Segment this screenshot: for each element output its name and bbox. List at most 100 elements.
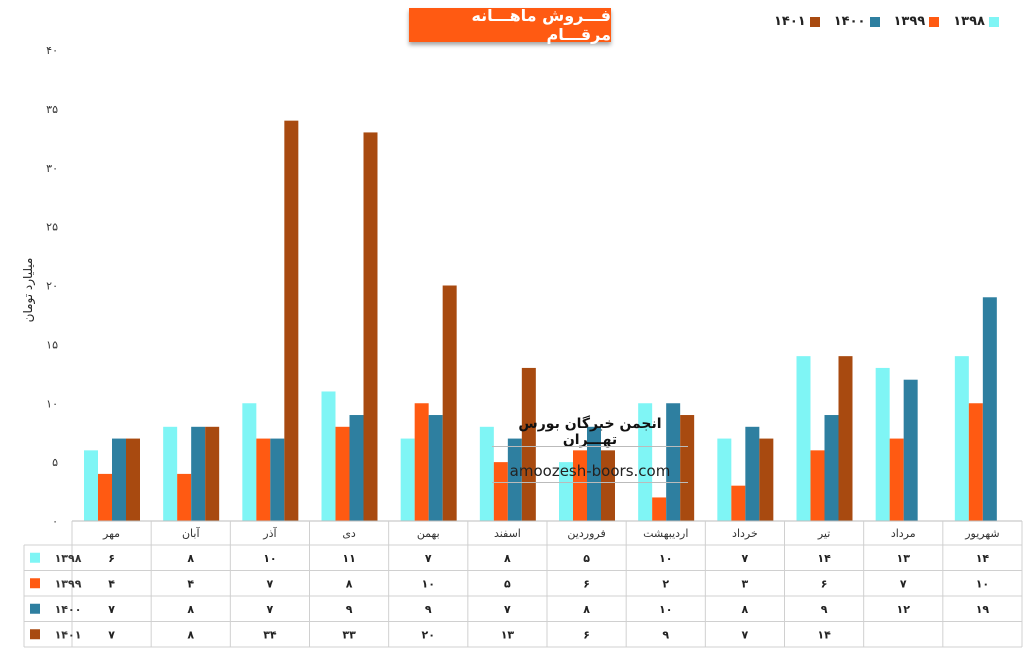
table-cell: ۵: [583, 552, 590, 565]
bar: [270, 438, 285, 521]
table-cell: ۱۰: [659, 603, 672, 616]
table-row-swatch: [30, 603, 40, 614]
table-cell: ۱۱: [342, 552, 355, 565]
y-tick-label: ۰: [52, 515, 58, 528]
bar: [242, 403, 257, 521]
category-label: تیر: [817, 527, 830, 540]
bar: [717, 438, 732, 521]
category-label: مهر: [102, 527, 120, 540]
table-cell: ۸: [187, 628, 194, 641]
bar: [968, 403, 983, 521]
watermark-title: انجمن خبرگان بورس تهـــران: [518, 416, 662, 448]
watermark-divider: [492, 482, 688, 483]
table-cell: ۷: [742, 552, 749, 565]
bar: [112, 438, 126, 521]
table-cell: ۱۰: [263, 552, 276, 565]
y-tick-label: ۱۰: [46, 397, 58, 410]
legend-label: ۱۴۰۱: [774, 14, 806, 29]
bar: [335, 426, 350, 521]
legend-item-1398: ۱۳۹۸: [953, 14, 999, 29]
bar: [400, 438, 415, 521]
y-tick-label: ۵: [52, 456, 58, 469]
bar: [321, 391, 336, 521]
bar: [507, 438, 522, 521]
bar: [414, 403, 429, 521]
table-cell: ۷: [900, 577, 907, 590]
table-cell: ۸: [742, 603, 749, 616]
table-cell: ۲: [662, 577, 669, 590]
bar: [349, 415, 364, 521]
bar: [875, 367, 890, 521]
bar: [824, 415, 839, 521]
table-cell: ۹: [821, 603, 828, 616]
table-cell: ۸: [346, 577, 353, 590]
table-cell: ۸: [187, 552, 194, 565]
table-cell: ۸: [504, 552, 511, 565]
table-cell: ۱۰: [976, 577, 989, 590]
category-label: دی: [342, 527, 356, 540]
y-tick-label: ۳۰: [46, 162, 58, 175]
bar: [205, 426, 220, 521]
legend-swatch: [869, 16, 880, 27]
legend-item-1401: ۱۴۰۱: [774, 14, 820, 29]
table-cell: ۷: [108, 603, 115, 616]
table-row-swatch: [30, 552, 40, 563]
bar: [652, 497, 667, 521]
bar: [442, 285, 457, 521]
legend-swatch: [929, 16, 940, 27]
bar: [903, 379, 918, 521]
bar: [796, 356, 811, 521]
table-cell: ۱۳: [501, 628, 515, 641]
bar: [256, 438, 271, 521]
table-cell: ۴: [187, 577, 194, 590]
legend: ۱۳۹۸ ۱۳۹۹ ۱۴۰۰ ۱۴۰۱: [774, 14, 999, 29]
category-label: آبان: [182, 526, 200, 540]
bar: [177, 473, 192, 521]
table-cell: ۶: [108, 552, 115, 565]
watermark-url: amoozesh-boors.com: [509, 462, 671, 480]
legend-label: ۱۴۰۰: [833, 14, 866, 29]
table-row-swatch: [30, 629, 40, 640]
category-label: اسفند: [494, 527, 521, 540]
bar: [838, 356, 853, 521]
table-cell: ۶: [583, 577, 590, 590]
watermark: انجمن خبرگان بورس تهـــران amoozesh-boor…: [492, 416, 688, 483]
table-row-label: ۱۳۹۹: [55, 577, 82, 590]
bar: [731, 485, 746, 521]
table-cell: ۶: [821, 577, 828, 590]
y-tick-label: ۴۰: [46, 44, 58, 57]
bar: [98, 473, 112, 521]
table-row-swatch: [30, 578, 40, 589]
y-tick-label: ۲۵: [46, 221, 58, 234]
table-cell: ۱۲: [897, 603, 911, 616]
table-cell: ۱۰: [422, 577, 435, 590]
bar: [759, 438, 774, 521]
table-cell: ۸: [187, 603, 194, 616]
bar: [284, 120, 299, 522]
table-cell: ۱۰: [659, 552, 672, 565]
bar: [638, 403, 653, 521]
bar: [982, 297, 997, 521]
table-cell: ۷: [267, 603, 274, 616]
bar: [493, 462, 508, 521]
chart-title: فـــروش ماهـــانه مرقـــام: [409, 6, 611, 44]
table-cell: ۱۴: [976, 552, 990, 565]
legend-label: ۱۳۹۸: [953, 14, 985, 29]
table-row-label: ۱۴۰۰: [55, 603, 82, 616]
table-cell: ۳۳: [342, 628, 356, 641]
category-label: مرداد: [891, 527, 916, 540]
category-label: اردیبهشت: [643, 527, 688, 540]
bar: [191, 426, 206, 521]
table-cell: ۸: [583, 603, 590, 616]
bar: [889, 438, 904, 521]
bar: [810, 450, 825, 521]
table-cell: ۷: [267, 577, 274, 590]
table-cell: ۱۳: [897, 552, 911, 565]
category-label: آذر: [262, 526, 277, 540]
bar: [84, 450, 98, 521]
bar: [666, 403, 681, 521]
table-cell: ۱۴: [817, 552, 831, 565]
table-cell: ۵: [504, 577, 511, 590]
table-cell: ۲۰: [422, 628, 435, 641]
bar: [573, 450, 587, 521]
